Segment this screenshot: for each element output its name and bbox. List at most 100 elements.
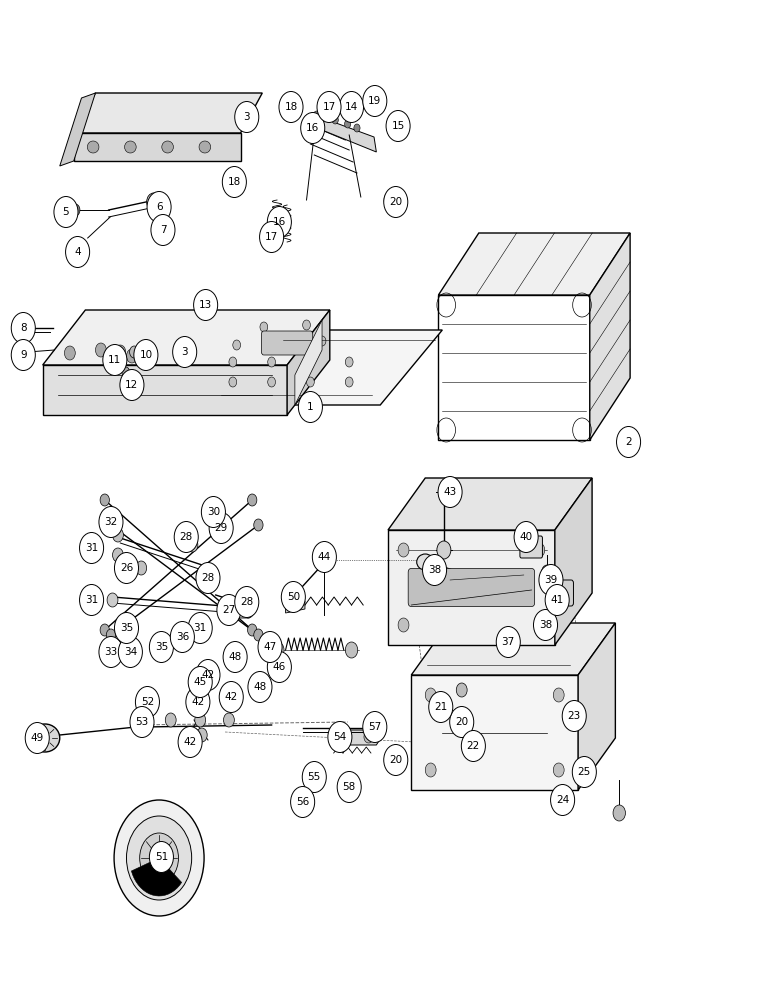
Circle shape bbox=[267, 652, 292, 682]
Circle shape bbox=[303, 762, 327, 792]
Circle shape bbox=[542, 565, 553, 579]
Circle shape bbox=[386, 110, 411, 141]
Circle shape bbox=[551, 784, 574, 816]
Circle shape bbox=[202, 496, 225, 528]
Polygon shape bbox=[388, 478, 592, 530]
Circle shape bbox=[172, 336, 196, 367]
Polygon shape bbox=[287, 310, 330, 415]
Circle shape bbox=[115, 345, 126, 359]
Circle shape bbox=[279, 92, 303, 122]
Text: 18: 18 bbox=[227, 177, 241, 187]
Circle shape bbox=[553, 688, 564, 702]
Text: 42: 42 bbox=[183, 737, 197, 747]
Circle shape bbox=[113, 528, 123, 542]
Text: 9: 9 bbox=[20, 350, 26, 360]
Ellipse shape bbox=[417, 554, 434, 570]
Circle shape bbox=[384, 192, 397, 208]
Text: 35: 35 bbox=[154, 642, 168, 652]
Text: 7: 7 bbox=[160, 225, 166, 235]
Circle shape bbox=[497, 626, 520, 658]
Ellipse shape bbox=[87, 141, 99, 153]
Circle shape bbox=[534, 543, 545, 557]
Circle shape bbox=[298, 391, 323, 422]
Circle shape bbox=[126, 816, 192, 900]
Circle shape bbox=[198, 575, 209, 589]
FancyBboxPatch shape bbox=[520, 536, 542, 558]
Polygon shape bbox=[213, 330, 442, 405]
Text: 42: 42 bbox=[224, 692, 238, 702]
Circle shape bbox=[188, 612, 212, 644]
Text: 47: 47 bbox=[263, 642, 277, 652]
Circle shape bbox=[364, 731, 373, 743]
Circle shape bbox=[300, 112, 325, 143]
Circle shape bbox=[136, 686, 160, 718]
Text: 39: 39 bbox=[544, 575, 558, 585]
Circle shape bbox=[154, 218, 165, 232]
Text: 18: 18 bbox=[284, 102, 298, 112]
Circle shape bbox=[229, 357, 237, 367]
Circle shape bbox=[534, 618, 545, 632]
Circle shape bbox=[100, 494, 109, 506]
Polygon shape bbox=[438, 233, 630, 295]
Circle shape bbox=[11, 312, 36, 344]
Circle shape bbox=[100, 624, 109, 636]
Circle shape bbox=[248, 672, 272, 702]
Circle shape bbox=[130, 706, 154, 738]
Circle shape bbox=[113, 548, 123, 562]
Text: 35: 35 bbox=[120, 623, 133, 633]
Text: 28: 28 bbox=[201, 573, 215, 583]
Text: 1: 1 bbox=[307, 402, 314, 412]
Text: 20: 20 bbox=[390, 755, 402, 765]
Circle shape bbox=[118, 637, 142, 668]
Circle shape bbox=[423, 554, 447, 585]
Circle shape bbox=[134, 340, 158, 370]
Circle shape bbox=[113, 349, 123, 361]
Text: 20: 20 bbox=[390, 197, 402, 207]
Text: 20: 20 bbox=[456, 717, 468, 727]
Circle shape bbox=[383, 744, 408, 776]
Circle shape bbox=[553, 763, 564, 777]
Text: 42: 42 bbox=[201, 670, 215, 680]
Text: 53: 53 bbox=[135, 717, 149, 727]
Text: 41: 41 bbox=[550, 595, 564, 605]
Circle shape bbox=[171, 621, 194, 652]
Text: 2: 2 bbox=[625, 437, 632, 447]
Text: 44: 44 bbox=[317, 552, 331, 562]
Circle shape bbox=[545, 584, 570, 615]
Circle shape bbox=[54, 196, 78, 228]
Text: 12: 12 bbox=[125, 380, 139, 390]
Circle shape bbox=[248, 494, 257, 506]
Polygon shape bbox=[131, 858, 182, 896]
Polygon shape bbox=[590, 233, 630, 440]
Circle shape bbox=[461, 730, 486, 762]
Polygon shape bbox=[295, 320, 322, 405]
Text: 28: 28 bbox=[240, 597, 254, 607]
Text: 3: 3 bbox=[244, 112, 250, 122]
Polygon shape bbox=[578, 623, 615, 790]
Polygon shape bbox=[388, 530, 555, 645]
Ellipse shape bbox=[30, 724, 60, 752]
Text: 57: 57 bbox=[368, 722, 382, 732]
Circle shape bbox=[332, 116, 338, 124]
Circle shape bbox=[234, 102, 258, 132]
Circle shape bbox=[65, 236, 90, 267]
Circle shape bbox=[99, 506, 123, 538]
Circle shape bbox=[307, 357, 314, 367]
Circle shape bbox=[398, 543, 409, 557]
Circle shape bbox=[223, 642, 247, 672]
Text: 31: 31 bbox=[85, 543, 99, 553]
FancyBboxPatch shape bbox=[223, 597, 251, 618]
Circle shape bbox=[317, 92, 341, 122]
Text: 29: 29 bbox=[214, 523, 228, 533]
Text: 40: 40 bbox=[520, 532, 532, 542]
Circle shape bbox=[281, 582, 305, 612]
Text: 48: 48 bbox=[228, 652, 242, 662]
Text: 21: 21 bbox=[434, 702, 448, 712]
Circle shape bbox=[187, 538, 198, 552]
Text: 31: 31 bbox=[193, 623, 207, 633]
Circle shape bbox=[223, 166, 247, 198]
Circle shape bbox=[268, 377, 275, 387]
Circle shape bbox=[254, 629, 263, 641]
Text: 17: 17 bbox=[322, 102, 336, 112]
Circle shape bbox=[130, 346, 139, 358]
